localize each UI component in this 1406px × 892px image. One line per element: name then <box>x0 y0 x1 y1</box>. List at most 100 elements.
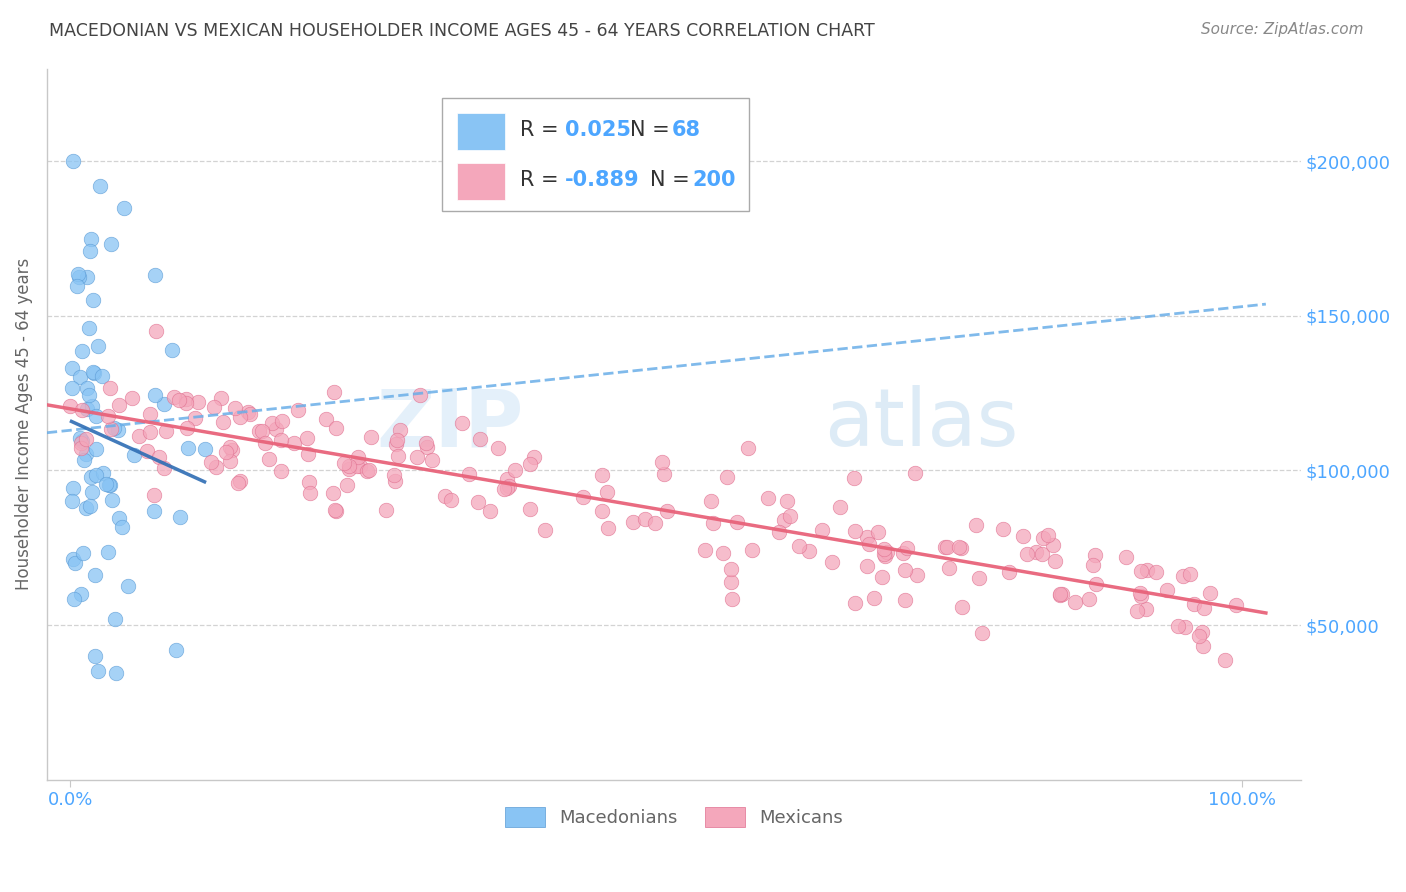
Mexicans <box>346 458 368 473</box>
Mexicans <box>711 546 734 560</box>
Macedonians <box>70 344 93 359</box>
Macedonians <box>80 470 103 484</box>
Mexicans <box>315 412 337 426</box>
Mexicans <box>333 456 356 470</box>
Mexicans <box>97 409 120 423</box>
Mexicans <box>1213 653 1236 667</box>
Mexicans <box>891 546 914 560</box>
Mexicans <box>950 541 973 555</box>
Macedonians <box>70 587 93 601</box>
Mexicans <box>100 422 122 436</box>
Mexicans <box>108 399 131 413</box>
Mexicans <box>644 516 666 531</box>
Mexicans <box>797 543 820 558</box>
Macedonians <box>83 568 105 582</box>
Text: N =: N = <box>630 120 676 140</box>
Macedonians <box>101 492 124 507</box>
Mexicans <box>479 504 502 518</box>
Macedonians <box>77 321 100 335</box>
Mexicans <box>652 467 675 482</box>
Mexicans <box>486 441 509 455</box>
Text: 68: 68 <box>672 120 700 140</box>
Mexicans <box>991 522 1014 536</box>
Mexicans <box>360 430 382 444</box>
Macedonians <box>142 504 165 518</box>
Mexicans <box>1031 547 1053 561</box>
Macedonians <box>77 388 100 402</box>
Mexicans <box>787 540 810 554</box>
Mexicans <box>950 599 973 614</box>
Macedonians <box>80 485 103 500</box>
Macedonians <box>62 154 84 169</box>
Mexicans <box>385 433 408 447</box>
Mexicans <box>467 495 489 509</box>
Mexicans <box>270 414 292 428</box>
Mexicans <box>266 422 288 436</box>
Macedonians <box>153 396 176 410</box>
Mexicans <box>519 502 541 516</box>
Mexicans <box>873 547 896 561</box>
Mexicans <box>571 490 593 504</box>
Mexicans <box>858 537 880 551</box>
Mexicans <box>239 407 262 421</box>
Mexicans <box>856 530 879 544</box>
Mexicans <box>844 471 866 485</box>
Mexicans <box>70 403 93 417</box>
Macedonians <box>124 449 146 463</box>
Macedonians <box>98 478 121 492</box>
Mexicans <box>1049 588 1071 602</box>
Mexicans <box>349 458 371 473</box>
Macedonians <box>162 343 184 357</box>
Text: 0.025: 0.025 <box>565 120 631 140</box>
Macedonians <box>86 409 108 424</box>
Mexicans <box>1050 587 1073 601</box>
Mexicans <box>167 393 190 408</box>
Mexicans <box>657 504 679 518</box>
Macedonians <box>86 467 108 482</box>
Mexicans <box>1192 600 1215 615</box>
Mexicans <box>138 425 160 439</box>
Mexicans <box>238 405 260 419</box>
Mexicans <box>1225 598 1247 612</box>
Mexicans <box>121 392 143 406</box>
Mexicans <box>337 462 360 476</box>
Macedonians <box>143 268 166 282</box>
Macedonians <box>104 612 127 626</box>
Mexicans <box>702 516 724 530</box>
Mexicans <box>875 549 897 563</box>
Mexicans <box>634 512 657 526</box>
Mexicans <box>821 555 844 569</box>
Mexicans <box>720 574 742 589</box>
Mexicans <box>1063 595 1085 609</box>
Text: Source: ZipAtlas.com: Source: ZipAtlas.com <box>1201 22 1364 37</box>
Mexicans <box>322 485 344 500</box>
Text: ZIP: ZIP <box>377 385 523 463</box>
Mexicans <box>756 491 779 506</box>
Macedonians <box>67 270 90 285</box>
Mexicans <box>98 381 121 395</box>
Mexicans <box>152 460 174 475</box>
Mexicans <box>1135 602 1157 616</box>
Mexicans <box>741 543 763 558</box>
Macedonians <box>83 366 105 380</box>
Mexicans <box>948 540 970 554</box>
Mexicans <box>844 524 866 538</box>
Mexicans <box>1012 528 1035 542</box>
Macedonians <box>177 442 200 456</box>
Mexicans <box>229 475 252 489</box>
Mexicans <box>184 410 207 425</box>
Mexicans <box>148 450 170 464</box>
Mexicans <box>69 441 91 455</box>
Mexicans <box>270 464 292 478</box>
Mexicans <box>1136 563 1159 577</box>
Mexicans <box>299 485 322 500</box>
Mexicans <box>1129 564 1152 578</box>
Mexicans <box>873 542 896 557</box>
Mexicans <box>219 454 242 468</box>
Mexicans <box>591 468 613 483</box>
Macedonians <box>87 339 110 353</box>
Mexicans <box>844 596 866 610</box>
FancyBboxPatch shape <box>457 163 505 200</box>
Mexicans <box>1036 528 1059 542</box>
Text: R =: R = <box>520 170 565 190</box>
